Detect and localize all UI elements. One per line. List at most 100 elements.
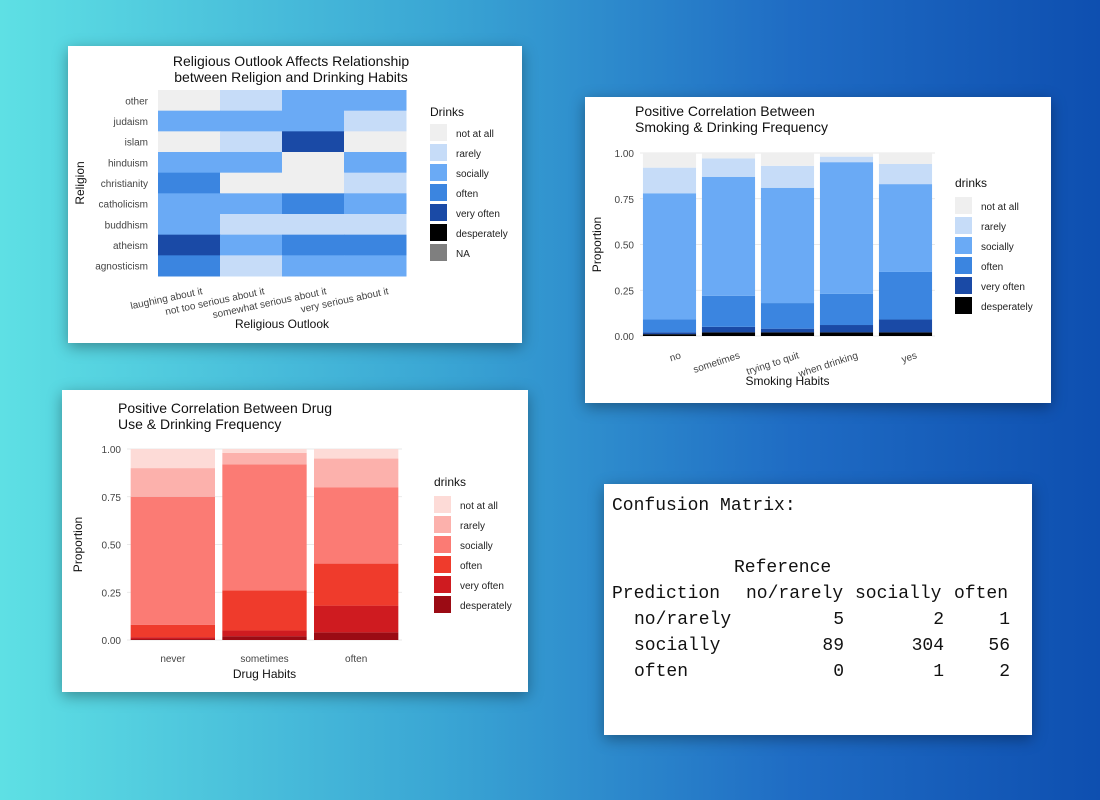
- col-header-no-rarely: no/rarely: [746, 584, 844, 604]
- reference-label: Reference: [734, 558, 832, 578]
- y-tick-label: 1.00: [615, 149, 635, 160]
- legend-label-rarely: rarely: [460, 521, 485, 532]
- cell-often-socially: 1: [933, 662, 944, 682]
- y-axis-title: Proportion: [71, 517, 85, 572]
- legend-label-na: NA: [456, 249, 470, 260]
- bar-often-not-at-all: [314, 449, 399, 459]
- heatmap-cell-judaism-very-serious-about-it: [344, 110, 407, 132]
- heatmap-cell-atheism-very-serious-about-it: [344, 234, 407, 256]
- legend-label-very-often: very often: [460, 581, 504, 592]
- legend-label-desperately: desperately: [456, 229, 508, 240]
- religion-heatmap-chart: Religious Outlook Affects Relationshipbe…: [73, 53, 508, 331]
- legend-label-often: often: [456, 189, 478, 200]
- bar-sometimes-very-often: [701, 326, 756, 333]
- smoking-bar-card: Positive Correlation Between Smoking & Dr…: [585, 97, 1051, 403]
- heatmap-cell-christianity-very-serious-about-it: [344, 172, 407, 194]
- bar-sometimes-not-at-all: [701, 153, 756, 159]
- legend-title: drinks: [955, 176, 987, 190]
- y-tick-label: other: [125, 96, 148, 107]
- bar-no-not-at-all: [642, 153, 697, 168]
- bar-often-rarely: [314, 458, 399, 488]
- heatmap-cell-judaism-somewhat-serious-about-it: [282, 110, 345, 132]
- y-tick-label: christianity: [101, 179, 148, 190]
- heatmap-cell-buddhism-very-serious-about-it: [344, 214, 407, 236]
- legend-swatch-often: [955, 257, 972, 274]
- bar-never-socially: [130, 496, 215, 625]
- drugs-bar-card: Positive Correlation Between Drug Use & D…: [62, 390, 528, 692]
- y-tick-label: islam: [125, 138, 148, 149]
- bar-sometimes-often: [222, 590, 307, 631]
- heatmap-cell-hinduism-somewhat-serious-about-it: [282, 152, 345, 174]
- bar-no-rarely: [642, 167, 697, 194]
- chart-title: Positive Correlation Between: [635, 103, 815, 119]
- bar-never-desperately: [130, 639, 215, 640]
- bar-trying-to-quit-socially: [760, 187, 815, 304]
- bar-when-drinking-rarely: [819, 156, 874, 163]
- cell-socially-socially: 304: [911, 636, 944, 656]
- x-tick-label: no: [668, 350, 682, 364]
- heatmap-cell-hinduism-very-serious-about-it: [344, 152, 407, 174]
- bar-trying-to-quit-desperately: [760, 332, 815, 336]
- heatmap-cell-buddhism-laughing-about-it: [158, 214, 221, 236]
- x-tick-label: sometimes: [240, 654, 288, 665]
- legend-swatch-often: [434, 556, 451, 573]
- legend-swatch-rarely: [430, 144, 447, 161]
- bar-no-socially: [642, 193, 697, 320]
- heatmap-cell-buddhism-somewhat-serious-about-it: [282, 214, 345, 236]
- legend-label-not-at-all: not at all: [456, 129, 494, 140]
- bar-yes-desperately: [878, 332, 933, 336]
- heatmap-cell-christianity-laughing-about-it: [158, 172, 221, 194]
- bar-trying-to-quit-often: [760, 303, 815, 329]
- religion-heatmap-card: Religious Outlook Affects Relationship be…: [68, 46, 522, 343]
- bar-never-very-often: [130, 637, 215, 640]
- bar-sometimes-socially: [701, 176, 756, 296]
- cell-no-rarely-often: 1: [999, 610, 1010, 630]
- cell-often-often: 2: [999, 662, 1010, 682]
- y-axis-title: Religion: [73, 161, 87, 204]
- heatmap-cell-islam-not-too-serious-about-it: [220, 131, 283, 153]
- chart-title: Positive Correlation Between Drug: [118, 400, 332, 416]
- legend-swatch-rarely: [955, 217, 972, 234]
- legend-label-very-often: very often: [981, 282, 1025, 293]
- legend-label-often: often: [460, 561, 482, 572]
- bar-when-drinking-socially: [819, 162, 874, 294]
- row-label-no-rarely: no/rarely: [634, 610, 732, 630]
- y-tick-label: 0.00: [615, 332, 635, 343]
- y-tick-label: 0.25: [615, 286, 635, 297]
- y-tick-label: 0.25: [102, 588, 122, 599]
- bar-yes-socially: [878, 184, 933, 272]
- chart-title: Religious Outlook Affects Relationship: [173, 53, 410, 69]
- bar-never-often: [130, 624, 215, 638]
- x-tick-label: never: [160, 654, 186, 665]
- bar-often-desperately: [314, 632, 399, 640]
- heatmap-cell-atheism-laughing-about-it: [158, 234, 221, 256]
- heatmap-cell-other-somewhat-serious-about-it: [282, 90, 345, 112]
- y-tick-label: 0.50: [615, 241, 635, 252]
- heatmap-cell-atheism-not-too-serious-about-it: [220, 234, 283, 256]
- y-tick-label: hinduism: [108, 158, 148, 169]
- y-tick-label: 0.00: [102, 636, 122, 647]
- confusion-matrix-card: Confusion Matrix: Reference Prediction n…: [604, 484, 1032, 735]
- legend-label-desperately: desperately: [460, 601, 512, 612]
- heatmap-cell-islam-somewhat-serious-about-it: [282, 131, 345, 153]
- legend-label-desperately: desperately: [981, 302, 1033, 313]
- col-header-often: often: [954, 584, 1009, 604]
- legend-label-very-often: very often: [456, 209, 500, 220]
- legend-swatch-not-at-all: [430, 124, 447, 141]
- heatmap-cell-other-not-too-serious-about-it: [220, 90, 283, 112]
- bar-never-rarely: [130, 468, 215, 497]
- bar-yes-very-often: [878, 319, 933, 333]
- heatmap-cell-islam-very-serious-about-it: [344, 131, 407, 153]
- col-header-socially: socially: [855, 584, 942, 604]
- heatmap-cell-judaism-laughing-about-it: [158, 110, 221, 132]
- bar-sometimes-desperately: [222, 636, 307, 640]
- legend-swatch-socially: [430, 164, 447, 181]
- legend-swatch-very-often: [430, 204, 447, 221]
- heatmap-cell-christianity-not-too-serious-about-it: [220, 172, 283, 194]
- heatmap-cell-other-very-serious-about-it: [344, 90, 407, 112]
- legend-swatch-socially: [434, 536, 451, 553]
- heatmap-cell-catholicism-not-too-serious-about-it: [220, 193, 283, 215]
- bar-trying-to-quit-rarely: [760, 165, 815, 188]
